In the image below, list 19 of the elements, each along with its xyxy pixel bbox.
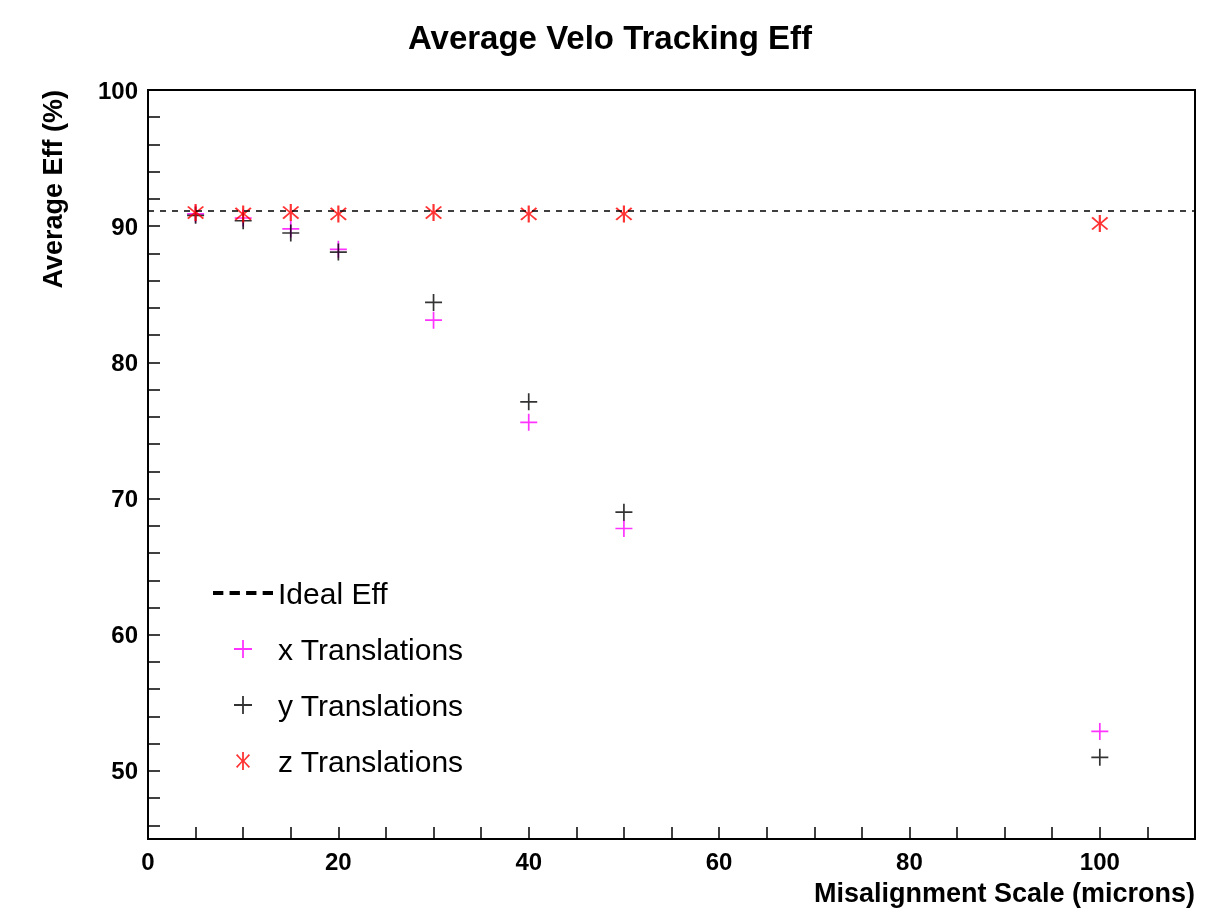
x-tick-label: 20 xyxy=(325,847,352,875)
y-tick-label: 90 xyxy=(111,212,138,240)
x-tick-label: 60 xyxy=(705,847,733,875)
y-axis-title: Average Eff (%) xyxy=(37,90,68,289)
legend-label: Ideal Eff xyxy=(278,576,389,610)
chart-title: Average Velo Tracking Eff xyxy=(407,19,814,56)
x-tick-label: 80 xyxy=(896,847,923,875)
x-tick-label: 0 xyxy=(141,847,155,875)
x-tick-label: 100 xyxy=(1079,847,1120,875)
y-tick-label: 60 xyxy=(111,621,138,649)
y-tick-label: 100 xyxy=(97,76,138,104)
x-axis-title: Misalignment Scale (microns) xyxy=(813,877,1195,908)
y-tick-label: 80 xyxy=(111,348,138,376)
x-tick-label: 40 xyxy=(515,847,543,875)
y-tick-label: 70 xyxy=(111,485,138,513)
legend-label: x Translations xyxy=(278,632,464,666)
legend-label: y Translations xyxy=(278,688,464,722)
legend-label: z Translations xyxy=(278,744,464,778)
y-tick-label: 50 xyxy=(111,757,138,785)
